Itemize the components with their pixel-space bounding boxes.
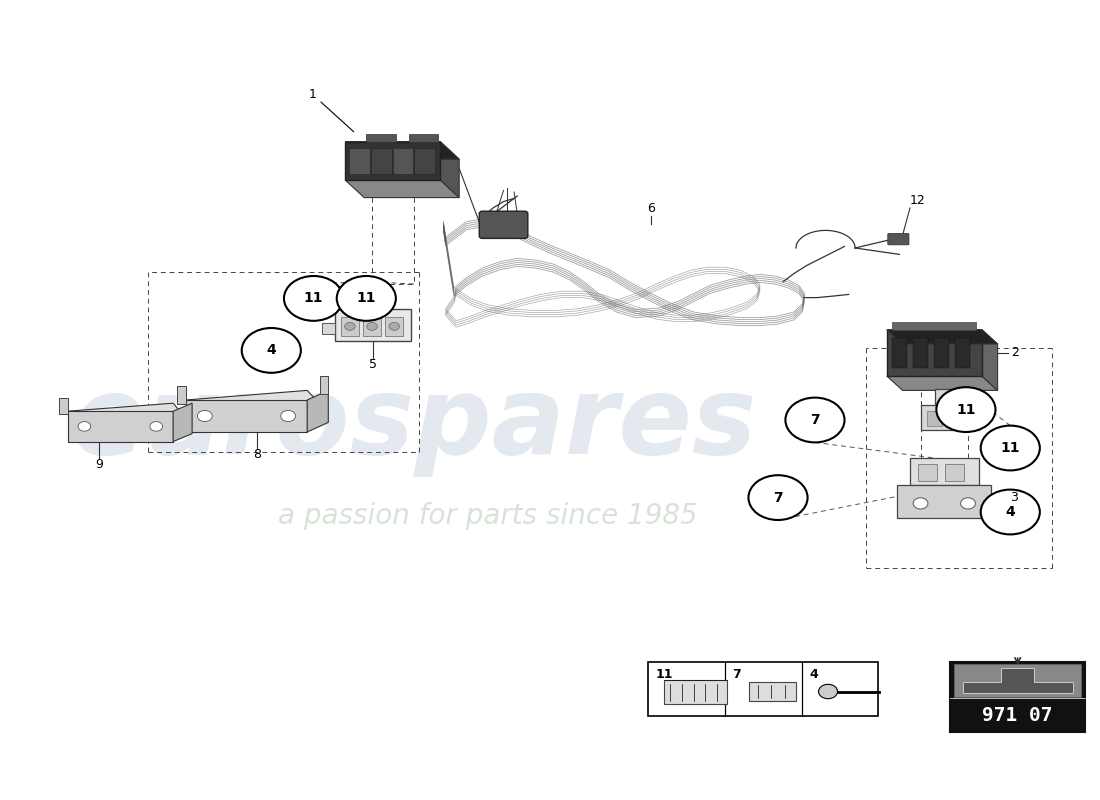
Text: 11: 11 xyxy=(356,291,376,306)
Bar xyxy=(749,682,795,701)
Circle shape xyxy=(337,276,396,321)
Polygon shape xyxy=(320,376,328,394)
Text: eurospares: eurospares xyxy=(72,371,757,477)
Circle shape xyxy=(242,328,300,373)
Bar xyxy=(345,142,440,180)
Bar xyxy=(913,338,928,368)
Bar xyxy=(945,464,964,482)
Bar xyxy=(950,662,1086,732)
Text: 7: 7 xyxy=(773,490,783,505)
Text: 3: 3 xyxy=(1010,491,1019,504)
Circle shape xyxy=(748,475,807,520)
Polygon shape xyxy=(186,400,307,432)
Text: 7: 7 xyxy=(811,413,819,427)
Polygon shape xyxy=(910,458,979,486)
Polygon shape xyxy=(345,180,459,198)
FancyBboxPatch shape xyxy=(480,211,528,238)
Polygon shape xyxy=(67,411,173,442)
Bar xyxy=(918,464,937,482)
Circle shape xyxy=(366,322,377,330)
Text: 11: 11 xyxy=(956,402,976,417)
Circle shape xyxy=(960,498,976,509)
Circle shape xyxy=(913,498,928,509)
FancyBboxPatch shape xyxy=(888,234,909,245)
Text: a passion for parts since 1985: a passion for parts since 1985 xyxy=(278,502,697,530)
Bar xyxy=(363,317,381,336)
Text: 6: 6 xyxy=(648,202,656,215)
Bar xyxy=(934,338,949,368)
Bar xyxy=(956,338,970,368)
Polygon shape xyxy=(59,398,67,414)
Polygon shape xyxy=(345,142,459,159)
Text: 4: 4 xyxy=(808,668,817,681)
Bar xyxy=(415,148,434,174)
Text: 11: 11 xyxy=(656,668,673,681)
Bar xyxy=(892,322,977,330)
Polygon shape xyxy=(177,386,186,404)
Bar xyxy=(664,680,727,704)
Polygon shape xyxy=(982,330,998,390)
Text: 4: 4 xyxy=(1005,505,1015,519)
Bar xyxy=(892,338,906,368)
Polygon shape xyxy=(440,142,459,198)
Circle shape xyxy=(197,410,212,422)
Circle shape xyxy=(981,426,1040,470)
Text: 11: 11 xyxy=(304,291,323,306)
Circle shape xyxy=(389,322,399,330)
Circle shape xyxy=(78,422,91,431)
Polygon shape xyxy=(186,390,328,422)
Bar xyxy=(948,411,962,426)
Polygon shape xyxy=(887,330,998,344)
Polygon shape xyxy=(887,376,998,390)
Text: 5: 5 xyxy=(368,358,376,371)
Text: 9: 9 xyxy=(96,458,103,470)
Polygon shape xyxy=(921,389,979,430)
Bar xyxy=(408,134,438,142)
Polygon shape xyxy=(898,486,991,518)
Bar xyxy=(385,317,404,336)
Circle shape xyxy=(284,276,343,321)
Text: 7: 7 xyxy=(733,668,741,681)
Bar xyxy=(350,148,370,174)
Polygon shape xyxy=(307,390,328,432)
Text: 4: 4 xyxy=(266,343,276,358)
Text: 2: 2 xyxy=(1011,346,1020,359)
Circle shape xyxy=(936,387,996,432)
Circle shape xyxy=(981,490,1040,534)
Circle shape xyxy=(818,684,837,698)
Bar xyxy=(371,148,392,174)
Polygon shape xyxy=(173,403,192,442)
Text: 12: 12 xyxy=(910,194,926,207)
Circle shape xyxy=(150,422,163,431)
Text: 11: 11 xyxy=(1001,441,1020,455)
Polygon shape xyxy=(962,668,1072,694)
Bar xyxy=(366,134,396,142)
Circle shape xyxy=(280,410,296,422)
Polygon shape xyxy=(322,323,334,334)
Bar xyxy=(334,309,410,341)
Bar xyxy=(648,662,878,716)
Text: 1: 1 xyxy=(308,87,354,132)
Bar xyxy=(887,330,982,376)
Circle shape xyxy=(785,398,845,442)
Polygon shape xyxy=(67,403,192,434)
Text: 8: 8 xyxy=(253,448,261,461)
Circle shape xyxy=(344,322,355,330)
Bar xyxy=(341,317,359,336)
Text: 971 07: 971 07 xyxy=(982,706,1053,725)
Bar xyxy=(393,148,414,174)
Bar xyxy=(955,665,1081,697)
Bar xyxy=(927,411,942,426)
